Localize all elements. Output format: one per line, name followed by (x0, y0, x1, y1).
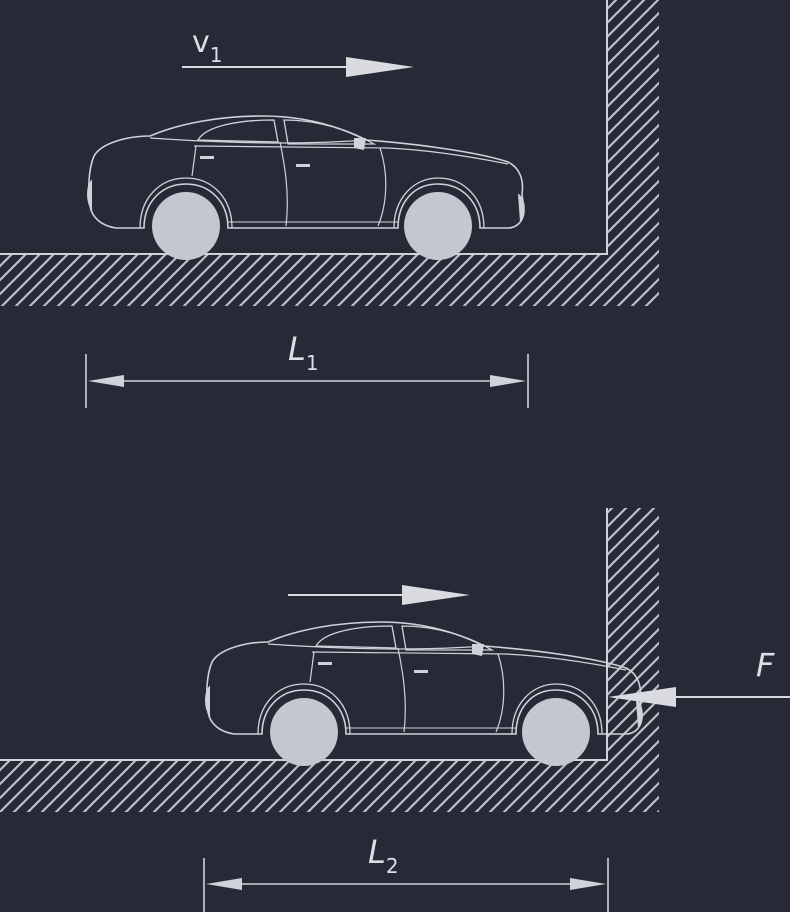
car-after (204, 621, 644, 767)
dimension-l1 (85, 354, 529, 408)
floor-hatch-top (0, 254, 659, 306)
velocity-label: v1 (192, 25, 223, 67)
length-before-label: L1 (288, 330, 319, 375)
dimension-l2 (203, 858, 609, 912)
length-after-label: L2 (368, 833, 399, 878)
scene-after-collision: F L2 (0, 508, 790, 912)
wall-hatch-top (607, 0, 659, 254)
velocity-arrow (182, 57, 414, 77)
force-arrow (608, 687, 790, 707)
wall-hatch-bottom (607, 508, 659, 760)
floor-hatch-bottom (0, 760, 659, 812)
force-label: F (756, 646, 775, 684)
motion-arrow (288, 585, 470, 605)
scene-before-collision: v1 L1 (0, 0, 659, 408)
car-before (86, 115, 526, 261)
